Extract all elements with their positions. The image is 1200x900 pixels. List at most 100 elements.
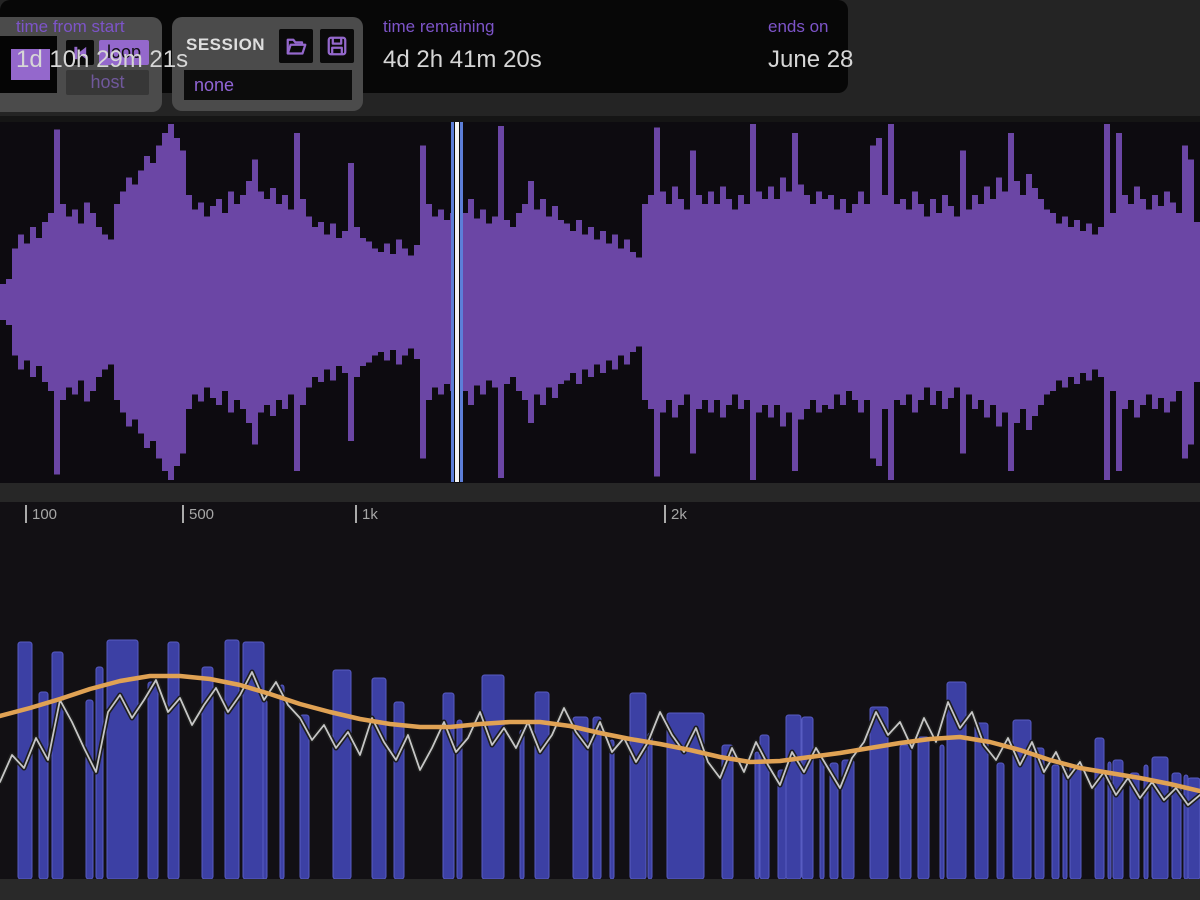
spectrum-bar	[841, 759, 855, 879]
spectrum-bar	[519, 729, 525, 879]
waveform-bar	[30, 227, 36, 377]
bottom-strip	[0, 879, 1200, 900]
spectrum-bar	[785, 714, 802, 879]
spectrum-bar	[51, 651, 64, 879]
spectrum-bar	[996, 762, 1005, 879]
waveform-bar	[780, 177, 786, 427]
waveform-bar	[108, 239, 114, 365]
waveform-bar	[282, 195, 288, 409]
session-selector[interactable]: none	[184, 70, 352, 100]
waveform-bar	[492, 216, 498, 388]
freq-tick-label: 100	[32, 506, 58, 523]
waveform-bar	[900, 198, 906, 406]
waveform-bar	[864, 204, 870, 400]
spectrum-display	[0, 502, 1200, 879]
spectrum-bar	[1094, 737, 1105, 879]
spectrum-line	[0, 671, 1200, 806]
waveform-bar	[240, 195, 246, 409]
waveform-bar	[798, 184, 804, 420]
waveform-bar	[606, 243, 612, 361]
session-title: SESSION	[186, 35, 266, 54]
waveform-bar	[564, 223, 570, 381]
waveform-bar	[96, 227, 102, 377]
waveform-bar	[1050, 213, 1056, 391]
waveform-bar	[480, 209, 486, 395]
waveform-bar	[180, 150, 186, 454]
stop-button[interactable]	[0, 36, 57, 93]
spectrum-bar	[1151, 756, 1169, 879]
waveform-bar	[174, 138, 180, 466]
waveform-bar	[618, 248, 624, 356]
waveform-bar	[528, 180, 534, 424]
playhead-stripe	[455, 122, 459, 482]
section-divider	[0, 483, 1200, 502]
waveform-bar	[246, 180, 252, 424]
ends-on-label: ends on	[768, 17, 829, 36]
spectrum-bar	[1069, 764, 1082, 879]
waveform-bar	[1152, 195, 1158, 409]
waveform-bar	[510, 227, 516, 377]
skip-back-icon	[74, 46, 87, 59]
waveform-bar	[24, 243, 30, 361]
waveform-bar	[312, 227, 318, 377]
waveform-bar	[540, 198, 546, 406]
top-bar-divider	[0, 116, 1200, 122]
waveform-bar	[192, 209, 198, 395]
waveform-bar	[126, 177, 132, 427]
waveform-bar	[918, 204, 924, 400]
waveform-bar	[1164, 191, 1170, 413]
freq-tick-mark	[355, 505, 357, 523]
waveform-bar	[384, 243, 390, 361]
waveform-bar	[72, 209, 78, 395]
skip-back-button[interactable]	[66, 40, 94, 65]
spectrum-bar	[85, 699, 94, 879]
waveform-bar	[612, 234, 618, 370]
waveform-bar	[1032, 188, 1038, 416]
playhead-stripe	[460, 122, 463, 482]
waveform-bar	[1182, 145, 1188, 459]
playhead[interactable]	[451, 122, 463, 482]
waveform-bar	[642, 204, 648, 400]
waveform-bar	[720, 186, 726, 418]
spectrum-bar	[371, 677, 387, 879]
waveform-bar	[60, 204, 66, 400]
spectrum-bar	[609, 739, 615, 879]
spectrum-bar	[666, 712, 705, 879]
stop-icon	[11, 49, 50, 80]
host-button[interactable]: host	[66, 70, 149, 95]
waveform-bar	[150, 163, 156, 441]
waveform-bar	[582, 234, 588, 370]
waveform-bar	[1044, 209, 1050, 395]
waveform-bar	[744, 204, 750, 400]
open-session-button[interactable]	[279, 29, 313, 63]
waveform-bar	[1194, 221, 1200, 383]
waveform-bar	[726, 198, 732, 406]
spectrum-bar	[1171, 772, 1182, 879]
spectrum-bar	[262, 699, 268, 879]
waveform-bar	[750, 124, 756, 480]
waveform-bar	[786, 191, 792, 413]
waveform-bar	[1056, 223, 1062, 381]
waveform-bar	[816, 191, 822, 413]
waveform-bar	[462, 213, 468, 391]
spectrum-bar	[869, 706, 889, 879]
waveform-bar	[66, 216, 72, 388]
waveform-bar	[966, 209, 972, 395]
spectrum-bar	[899, 744, 912, 879]
loop-button[interactable]: loop	[99, 40, 149, 65]
waveform-bar	[366, 241, 372, 363]
spectrum-bar	[456, 719, 463, 879]
waveform-display[interactable]	[0, 122, 1200, 482]
save-session-button[interactable]	[320, 29, 354, 63]
waveform-bar	[444, 220, 450, 384]
waveform-bar	[576, 220, 582, 384]
waveform-bar	[132, 184, 138, 420]
waveform-bar	[432, 216, 438, 388]
spectrum-bar	[147, 681, 159, 879]
frequency-ruler: 100 500 1k 2k	[0, 505, 1200, 529]
waveform-bar	[1140, 198, 1146, 406]
waveform-bar	[18, 234, 24, 370]
spectrum-bar	[946, 681, 967, 879]
waveform-bar	[678, 198, 684, 406]
waveform-bar	[1092, 234, 1098, 370]
